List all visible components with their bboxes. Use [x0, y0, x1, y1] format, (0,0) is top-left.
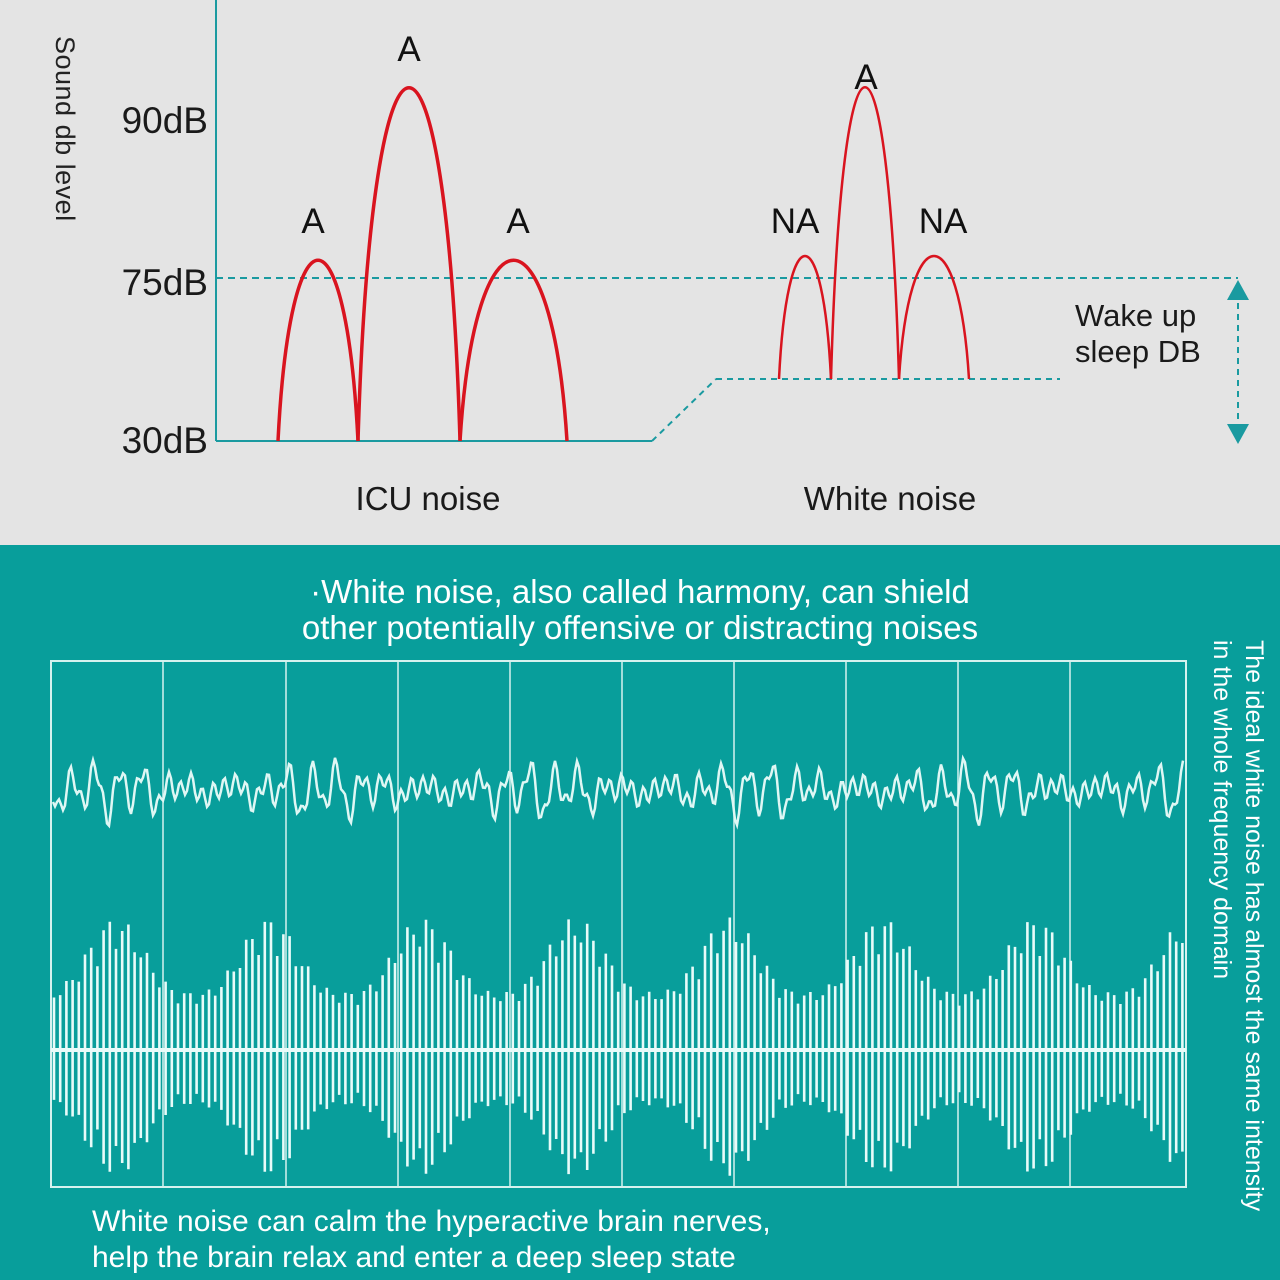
tick-30db: 30dB [121, 420, 208, 461]
footer-text: White noise can calm the hyperactive bra… [92, 1204, 771, 1276]
wake-arrow-up-icon [1227, 280, 1249, 300]
white-peak-label-left: NA [770, 202, 820, 241]
white-peak-center [829, 86, 901, 380]
connector-dashed [651, 378, 717, 442]
icu-peak-label-right: A [506, 202, 530, 241]
white-peak-label-center: A [854, 58, 878, 97]
smooth-waveform [51, 754, 1185, 830]
icu-peak-label-center: A [397, 30, 421, 69]
noise-level-diagram [215, 0, 1249, 444]
icu-peak-right [458, 258, 569, 442]
y-axis-label: Sound db level [50, 36, 80, 222]
white-peak-label-right: NA [918, 202, 968, 241]
icu-peak-center [356, 86, 462, 442]
footer-line-1: White noise can calm the hyperactive bra… [92, 1205, 771, 1238]
tick-90db: 90dB [121, 100, 208, 141]
headline-line-2: other potentially offensive or distracti… [301, 609, 979, 646]
icu-group-label: ICU noise [355, 480, 501, 517]
waveform-frame [50, 660, 1187, 1188]
bar-waveform [51, 917, 1186, 1176]
side-text: The ideal white noise has almost the sam… [1208, 640, 1268, 1212]
info-panel [0, 545, 1280, 1280]
footer-line-2: help the brain relax and enter a deep sl… [92, 1241, 736, 1274]
wake-up-label: Wake up sleep DB [1075, 298, 1201, 369]
headline-line-1: ·White noise, also called harmony, can s… [310, 573, 970, 610]
wake-arrow-down-icon [1227, 424, 1249, 444]
icu-peak-label-left: A [301, 202, 325, 241]
white-peak-left [777, 254, 833, 380]
diagram-panel [0, 0, 1280, 545]
headline: ·White noise, also called harmony, can s… [0, 574, 1280, 646]
waveform-border [50, 660, 1187, 1188]
tick-75db: 75dB [121, 262, 208, 303]
white-peak-right [897, 254, 971, 380]
icu-peak-left [276, 258, 360, 442]
white-group-label: White noise [803, 480, 977, 517]
